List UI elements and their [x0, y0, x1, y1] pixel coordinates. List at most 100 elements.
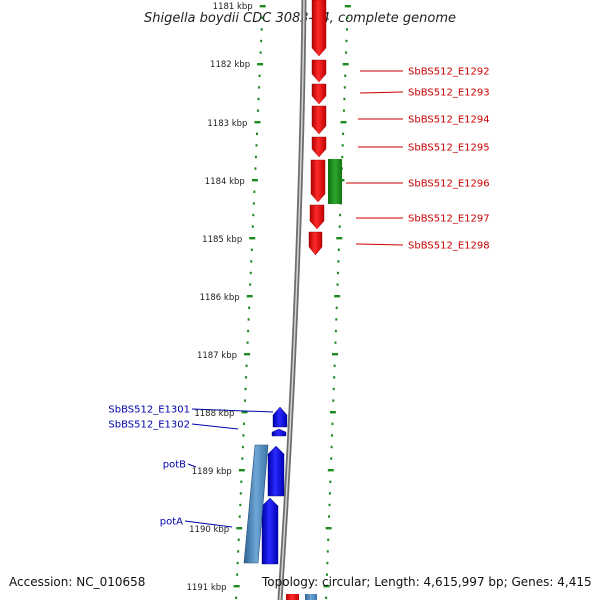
scale-labels: 1181 kbp 1182 kbp 1183 kbp 1184 kbp 1185 kbp… — [187, 2, 253, 593]
scale-label: 1188 kbp — [194, 409, 234, 419]
ruler-tick — [257, 109, 260, 112]
leader-line — [355, 243, 404, 246]
ruler-tick — [241, 457, 244, 460]
reverse-gene-arrow — [261, 497, 279, 565]
scale-ruler-left — [233, 5, 266, 599]
ruler-tick — [252, 202, 255, 205]
scale-label: 1184 kbp — [205, 177, 245, 187]
ruler-tick — [257, 63, 264, 66]
gene-label: SbBS512_E1301 — [108, 405, 190, 416]
ruler-tick — [254, 167, 257, 170]
ruler-tick — [344, 5, 351, 8]
ruler-tick — [328, 503, 331, 507]
genome-title: Shigella boydii CDC 3083-94, complete ge… — [144, 11, 456, 26]
ruler-tick — [243, 399, 246, 402]
reverse-gene-arrow — [272, 406, 288, 428]
ruler-tick — [343, 97, 346, 101]
ruler-tick — [260, 39, 263, 43]
ruler-tick — [242, 422, 245, 425]
ruler-tick — [255, 132, 258, 135]
ruler-tick — [236, 561, 239, 565]
scale-label: 1190 kbp — [189, 525, 229, 535]
ruler-tick — [330, 457, 333, 460]
ruler-tick — [325, 573, 328, 576]
ruler-tick — [343, 86, 346, 89]
forward-gene-arrow — [311, 105, 327, 135]
ruler-tick — [250, 260, 253, 263]
ruler-tick — [235, 596, 238, 599]
scale-label: 1191 kbp — [187, 583, 227, 593]
ruler-tick — [327, 538, 330, 541]
ruler-tick — [249, 271, 252, 275]
ruler-tick — [330, 445, 333, 449]
ruler-tick — [325, 527, 332, 530]
scale-ruler-right — [323, 5, 351, 599]
ruler-tick — [259, 51, 262, 54]
gene-label: SbBS512_E1294 — [408, 115, 490, 126]
scale-label: 1187 kbp — [197, 351, 237, 361]
forward-gene-arrow — [310, 159, 326, 203]
ruler-tick — [333, 376, 336, 379]
ruler-tick — [329, 480, 332, 483]
ruler-tick — [328, 492, 331, 495]
ruler-tick — [338, 225, 341, 228]
ruler-tick — [329, 411, 336, 414]
genome-backbone — [277, 0, 307, 600]
ruler-tick — [327, 469, 334, 472]
ruler-tick — [233, 585, 240, 588]
ruler-tick — [325, 596, 328, 599]
scale-label: 1182 kbp — [210, 60, 250, 70]
leader-line — [191, 408, 274, 413]
ruler-tick — [238, 515, 241, 518]
leader-line — [187, 463, 197, 468]
ruler-tick — [249, 283, 252, 286]
topology-label: Topology: circular; Length: 4,615,997 bp… — [261, 575, 592, 589]
ruler-tick — [332, 399, 335, 402]
reverse-gene-arrow — [271, 428, 287, 437]
gene-label: SbBS512_E1292 — [408, 67, 490, 78]
ruler-tick — [346, 16, 349, 19]
ruler-tick — [236, 573, 239, 576]
ruler-tick — [326, 550, 329, 553]
forward-gene-arrow — [311, 136, 327, 158]
ruler-tick — [326, 561, 329, 565]
ruler-tick — [336, 237, 343, 240]
feature-track — [243, 0, 342, 600]
ruler-tick — [258, 74, 261, 77]
ruler-tick — [257, 97, 260, 101]
ruler-tick — [328, 515, 331, 518]
ruler-tick — [253, 190, 256, 193]
leader-line — [191, 423, 239, 430]
ruler-tick — [246, 295, 253, 298]
ruler-tick — [241, 411, 248, 414]
ruler-tick — [337, 260, 340, 263]
ruler-tick — [240, 480, 243, 483]
ruler-tick — [345, 51, 348, 54]
steelblue-feature-bar — [305, 594, 317, 600]
ruler-tick — [342, 109, 345, 112]
ruler-tick — [246, 341, 249, 344]
ruler-tick — [336, 283, 339, 286]
ruler-tick — [342, 132, 345, 135]
ruler-tick — [334, 329, 337, 333]
ruler-tick — [335, 318, 338, 321]
label-leader-lines — [184, 70, 404, 528]
ruler-tick — [251, 225, 254, 228]
genome-backbone-highlight — [279, 0, 305, 600]
forward-gene-arrow — [309, 204, 325, 230]
ruler-tick — [236, 527, 243, 530]
leader-line — [359, 91, 404, 94]
gene-label: SbBS512_E1297 — [408, 214, 490, 225]
ruler-tick — [245, 364, 248, 367]
ruler-tick — [245, 376, 248, 379]
reverse-gene-arrow — [267, 445, 285, 497]
ruler-tick — [252, 213, 255, 217]
steelblue-feature-bar — [243, 444, 269, 564]
ruler-tick — [332, 387, 335, 391]
ruler-tick — [331, 434, 334, 437]
ruler-tick — [345, 39, 348, 43]
accession-label: Accession: NC_010658 — [9, 575, 145, 589]
ruler-tick — [259, 5, 266, 8]
ruler-tick — [341, 144, 344, 147]
